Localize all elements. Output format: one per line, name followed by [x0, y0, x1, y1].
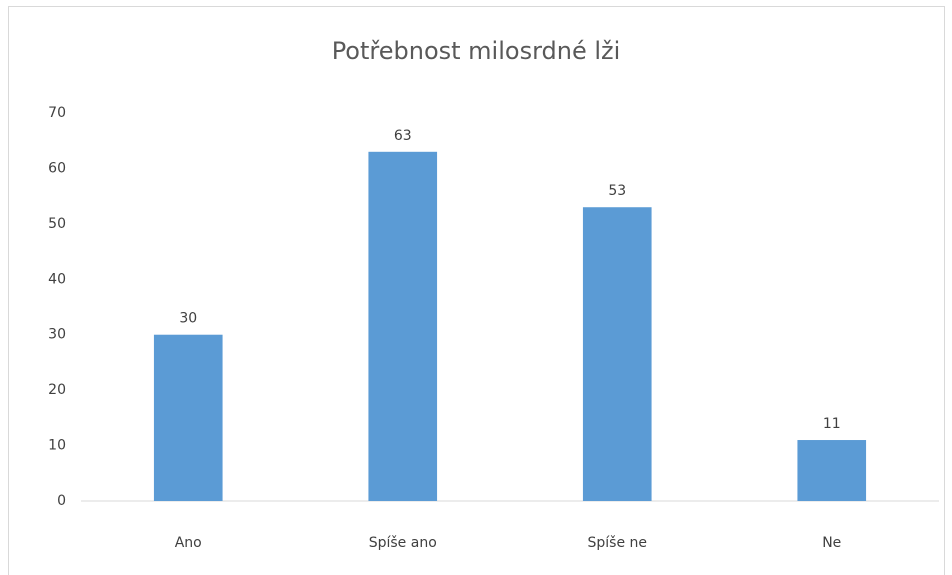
y-tick-label: 10: [48, 438, 66, 454]
bar: [153, 334, 223, 501]
bar: [797, 440, 867, 501]
y-tick-label: 50: [48, 216, 66, 232]
chart-title: Potřebnost milosrdné lži: [332, 37, 621, 65]
data-label: 63: [394, 128, 412, 144]
data-label: 11: [823, 416, 841, 432]
x-tick-label: Spíše ne: [587, 535, 647, 551]
data-label: 30: [179, 311, 197, 327]
data-label: 53: [608, 183, 626, 199]
bar: [582, 207, 652, 501]
y-tick-label: 20: [48, 382, 66, 398]
y-tick-label: 40: [48, 271, 66, 287]
y-tick-label: 60: [48, 160, 66, 176]
y-tick-label: 0: [57, 493, 66, 509]
x-tick-label: Ne: [822, 535, 841, 551]
y-tick-label: 70: [48, 105, 66, 121]
x-tick-label: Spíše ano: [369, 535, 437, 551]
y-tick-label: 30: [48, 327, 66, 343]
x-tick-label: Ano: [175, 535, 202, 551]
bar: [368, 151, 438, 502]
